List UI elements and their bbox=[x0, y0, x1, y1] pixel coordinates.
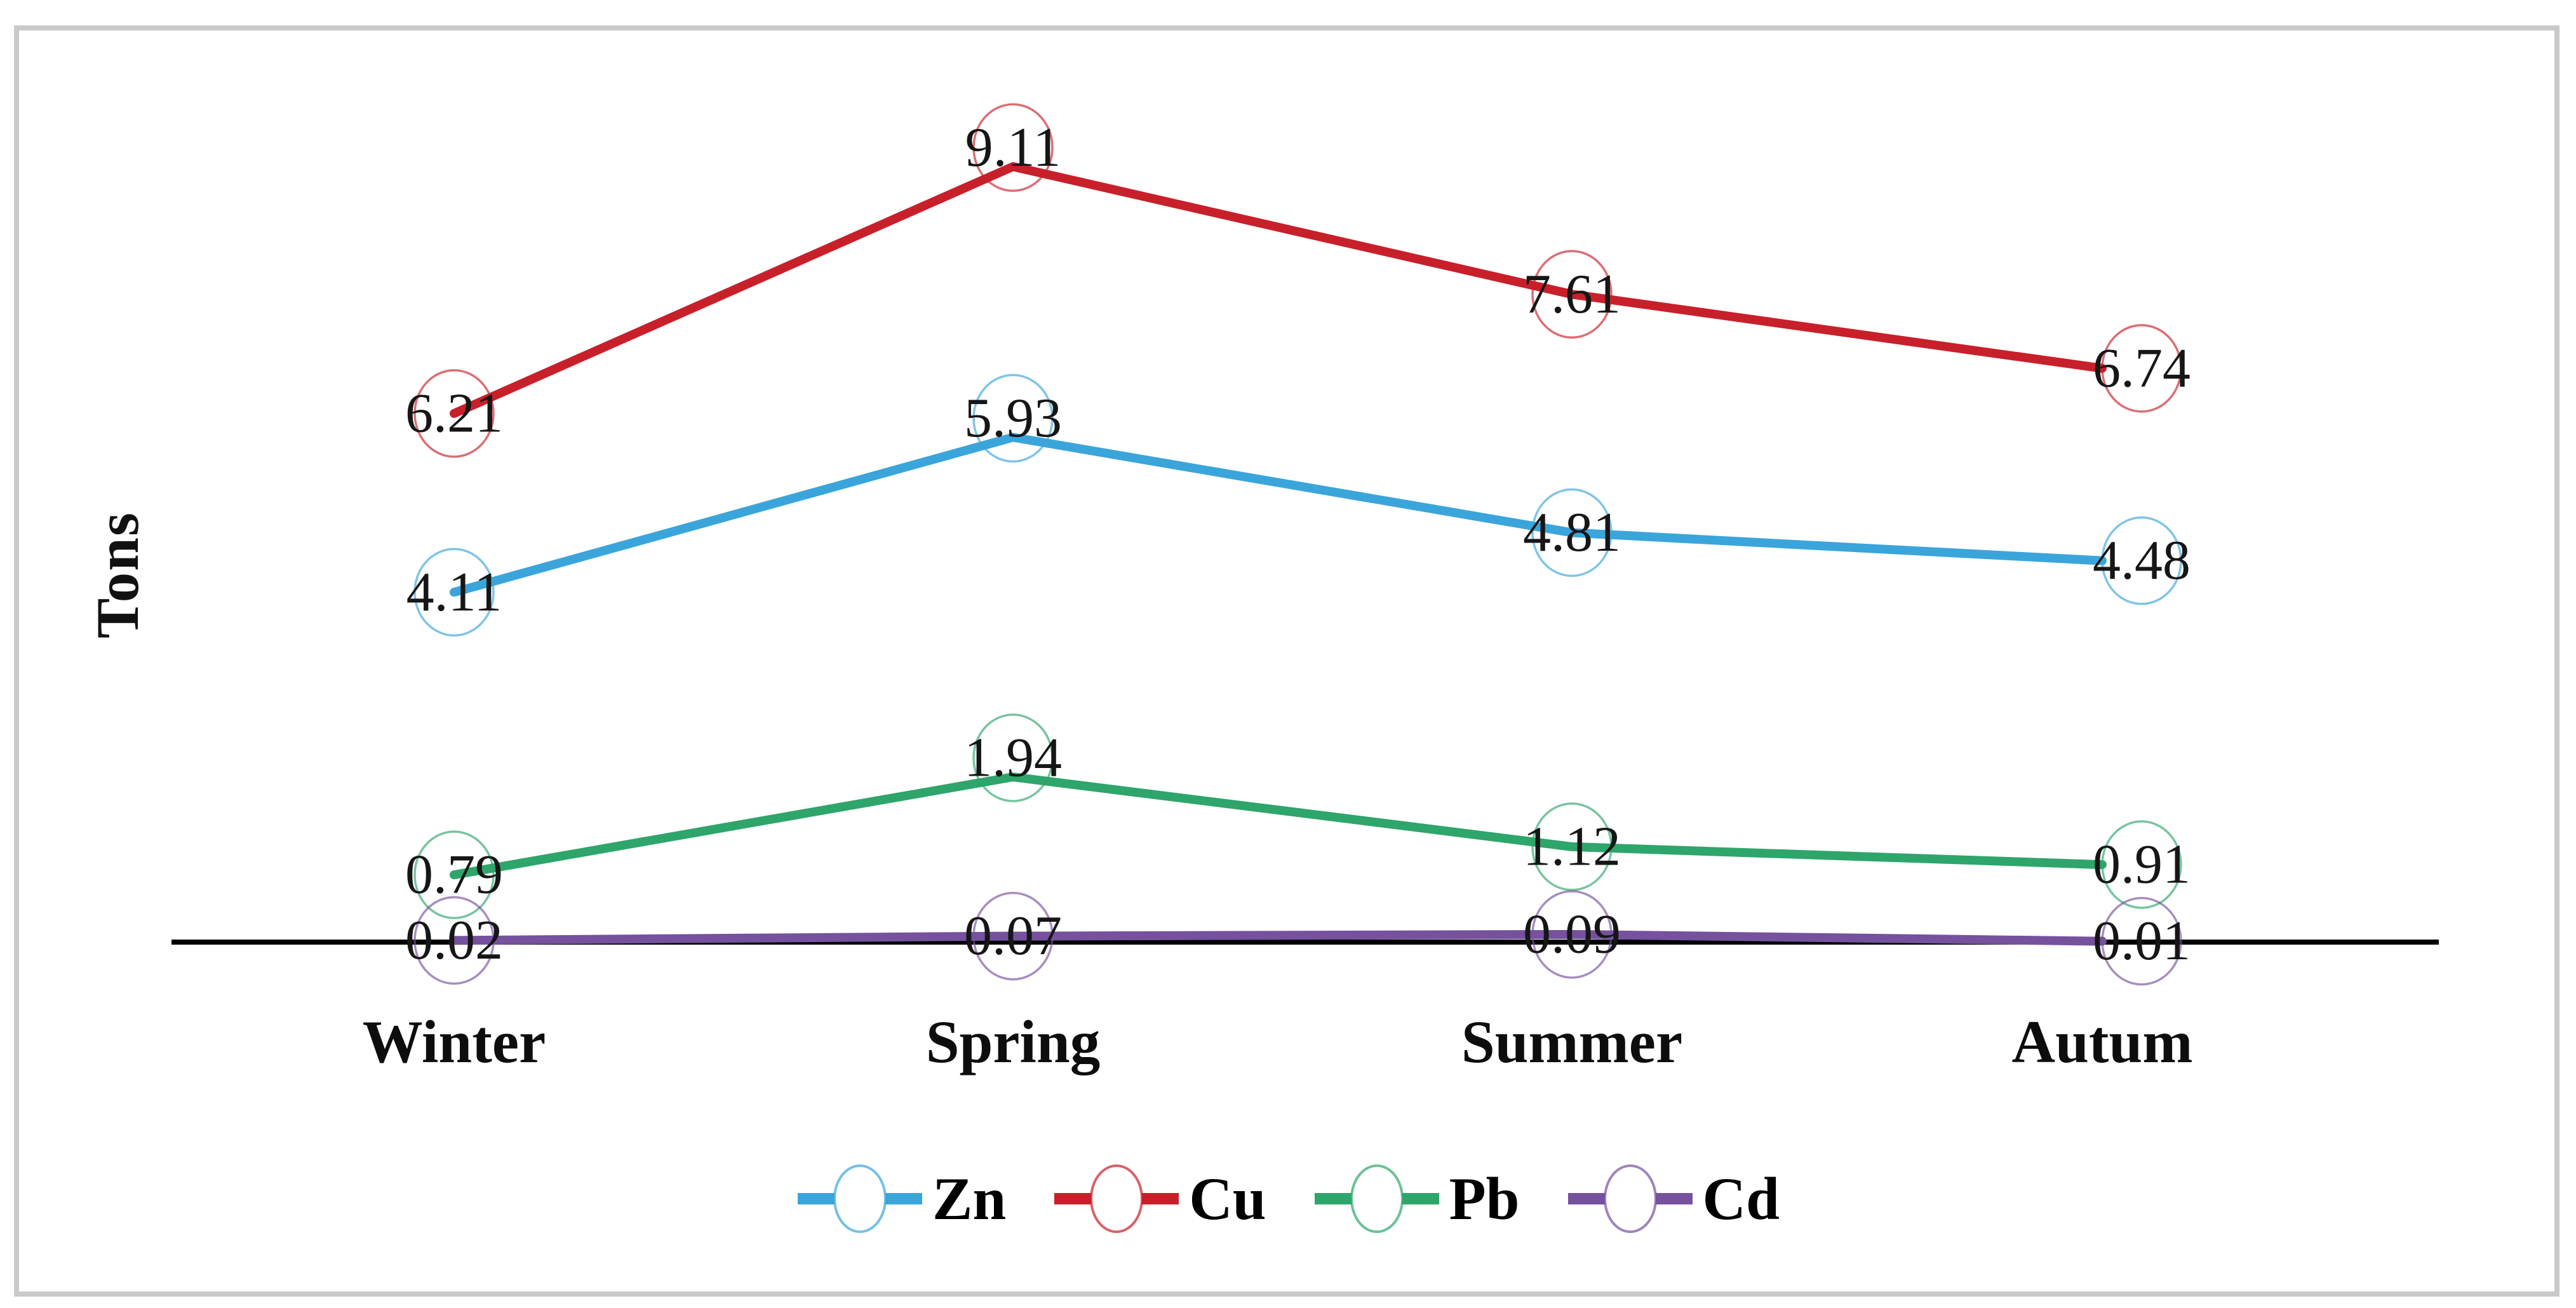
data-point-marker-zn-2 bbox=[1531, 488, 1613, 577]
data-point-marker-cu-0 bbox=[413, 369, 495, 458]
data-label-zn-1: 5.93 bbox=[964, 388, 1062, 449]
legend-label-pb: Pb bbox=[1449, 1164, 1520, 1232]
chart-frame bbox=[14, 25, 2559, 1297]
data-label-cd-2: 0.09 bbox=[1523, 903, 1621, 965]
data-point-marker-zn-1 bbox=[972, 374, 1054, 463]
data-point-marker-cu-2 bbox=[1531, 250, 1613, 339]
data-label-pb-1: 1.94 bbox=[964, 727, 1062, 789]
legend-marker-pb-icon bbox=[1314, 1164, 1439, 1233]
data-label-pb-2: 1.12 bbox=[1523, 816, 1621, 877]
data-label-cu-2: 7.61 bbox=[1523, 264, 1621, 325]
data-point-marker-cd-1 bbox=[972, 891, 1054, 981]
legend-item-zn: Zn bbox=[796, 1161, 1006, 1237]
data-label-zn-3: 4.48 bbox=[2093, 530, 2190, 591]
data-point-marker-pb-0 bbox=[413, 830, 495, 919]
series-line-zn bbox=[450, 433, 2107, 597]
data-point-marker-pb-3 bbox=[2101, 820, 2182, 909]
legend-item-pb: Pb bbox=[1313, 1161, 1520, 1237]
legend-item-cu: Cu bbox=[1053, 1161, 1266, 1237]
x-axis-label-spring: Spring bbox=[926, 1008, 1101, 1075]
legend-label-zn: Zn bbox=[932, 1164, 1007, 1232]
data-label-cd-0: 0.02 bbox=[405, 910, 503, 971]
series-line-cd bbox=[450, 929, 2107, 946]
data-point-marker-pb-2 bbox=[1531, 802, 1613, 891]
x-axis-label-autum: Autum bbox=[2011, 1008, 2192, 1075]
data-point-marker-zn-0 bbox=[413, 548, 495, 637]
data-label-cd-1: 0.07 bbox=[964, 905, 1062, 967]
data-point-marker-cd-3 bbox=[2101, 896, 2182, 986]
data-label-pb-0: 0.79 bbox=[405, 844, 503, 906]
data-label-cu-3: 6.74 bbox=[2093, 337, 2190, 399]
legend-label-cu: Cu bbox=[1189, 1164, 1266, 1232]
data-label-zn-0: 4.11 bbox=[406, 562, 502, 623]
legend-marker-zn-icon bbox=[798, 1164, 922, 1233]
data-point-marker-pb-1 bbox=[972, 713, 1054, 802]
x-axis-label-summer: Summer bbox=[1461, 1008, 1682, 1075]
series-line-pb bbox=[450, 772, 2107, 880]
data-point-marker-cd-2 bbox=[1531, 890, 1613, 979]
legend-marker-cu-icon bbox=[1054, 1164, 1179, 1233]
data-point-marker-cd-0 bbox=[413, 896, 495, 985]
legend-item-cd: Cd bbox=[1567, 1161, 1780, 1237]
data-label-zn-2: 4.81 bbox=[1523, 502, 1621, 563]
data-point-marker-cu-3 bbox=[2101, 324, 2182, 413]
data-label-cu-0: 6.21 bbox=[405, 382, 503, 444]
data-label-cd-3: 0.01 bbox=[2093, 910, 2190, 972]
data-point-marker-cu-1 bbox=[972, 103, 1054, 192]
data-label-cu-1: 9.11 bbox=[965, 117, 1061, 179]
legend-label-cd: Cd bbox=[1702, 1164, 1780, 1232]
series-line-cu bbox=[450, 162, 2107, 418]
x-axis-label-winter: Winter bbox=[363, 1008, 546, 1075]
y-axis-title: Tons bbox=[84, 511, 151, 638]
legend: Zn Cu Pb Cd bbox=[0, 1151, 2576, 1246]
data-point-marker-zn-3 bbox=[2101, 516, 2182, 605]
legend-marker-cd-icon bbox=[1567, 1164, 1693, 1233]
data-label-pb-3: 0.91 bbox=[2093, 834, 2190, 896]
